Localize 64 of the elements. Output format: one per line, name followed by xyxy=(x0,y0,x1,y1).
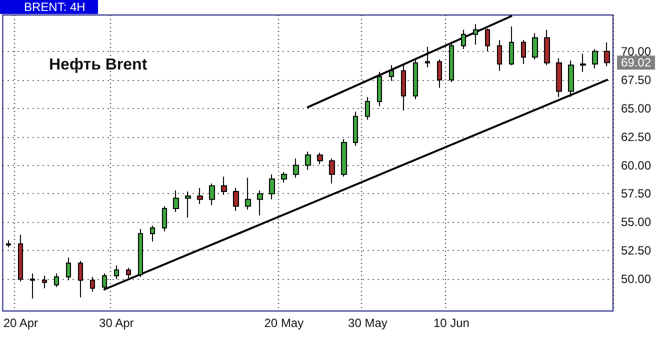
candlestick xyxy=(90,276,95,292)
candlestick xyxy=(473,24,478,46)
candlestick xyxy=(509,26,514,66)
chart-subtitle: BRENT: 4H xyxy=(24,0,86,14)
x-tick-label: 30 Apr xyxy=(99,316,134,330)
candlestick xyxy=(556,58,562,98)
y-tick-label: 50.00 xyxy=(621,272,652,286)
y-tick-label: 55.00 xyxy=(621,215,652,230)
y-tick-label: 65.00 xyxy=(621,101,652,116)
candlestick xyxy=(245,177,251,210)
candlestick xyxy=(521,40,526,64)
candlestick xyxy=(532,32,538,60)
candlestick xyxy=(413,58,418,100)
candlestick xyxy=(114,264,119,280)
y-tick-label: 57.50 xyxy=(621,186,652,201)
candlestick xyxy=(580,53,586,72)
candlestick xyxy=(317,152,323,165)
candlestick xyxy=(425,46,430,68)
candlestick xyxy=(353,111,358,146)
candlestick xyxy=(42,275,47,289)
candlestick xyxy=(592,48,598,70)
candlestick xyxy=(30,272,35,299)
x-tick-label: 20 Apr xyxy=(3,316,38,330)
candlestick xyxy=(150,225,155,242)
candlestick xyxy=(269,174,275,200)
x-tick-label: 20 May xyxy=(264,316,304,330)
text: 69.02 xyxy=(621,56,652,70)
candlestick xyxy=(461,29,466,50)
candlestick xyxy=(437,58,442,88)
candlestick xyxy=(341,138,347,178)
candlestick xyxy=(209,182,215,206)
y-tick-label: 67.50 xyxy=(621,72,652,87)
candlestick xyxy=(485,28,490,52)
x-tick-label: 30 May xyxy=(348,316,388,330)
candlestick xyxy=(6,240,11,248)
candlestick xyxy=(126,267,131,278)
candlestick xyxy=(138,228,143,278)
candlestick xyxy=(173,190,179,212)
candlestick xyxy=(281,172,287,183)
candlestick xyxy=(257,190,263,216)
candlestick xyxy=(305,151,311,170)
candlestick xyxy=(293,158,299,178)
candlestick xyxy=(78,260,83,298)
candlestick xyxy=(365,96,370,120)
text: Нефть Brent xyxy=(49,56,148,74)
x-tick-label: 10 Jun xyxy=(433,316,470,330)
y-tick-label: 62.50 xyxy=(621,130,652,144)
candlestick xyxy=(449,42,454,83)
candlestick xyxy=(162,206,167,232)
candlestick xyxy=(18,234,23,282)
y-tick-label: 70.00 xyxy=(621,44,652,58)
y-tick-label: 52.50 xyxy=(621,244,652,258)
candlestick xyxy=(54,272,59,288)
candlestick xyxy=(66,256,71,281)
candlestick xyxy=(221,176,227,196)
candlestick xyxy=(197,188,203,204)
candlestick xyxy=(497,40,502,72)
candlestick xyxy=(544,29,550,66)
candlestick xyxy=(389,64,394,82)
candlestick xyxy=(185,190,191,218)
candlestick xyxy=(329,158,335,184)
y-tick-label: 60.00 xyxy=(621,158,652,172)
candlestick xyxy=(233,188,239,212)
candlestick xyxy=(604,42,610,67)
